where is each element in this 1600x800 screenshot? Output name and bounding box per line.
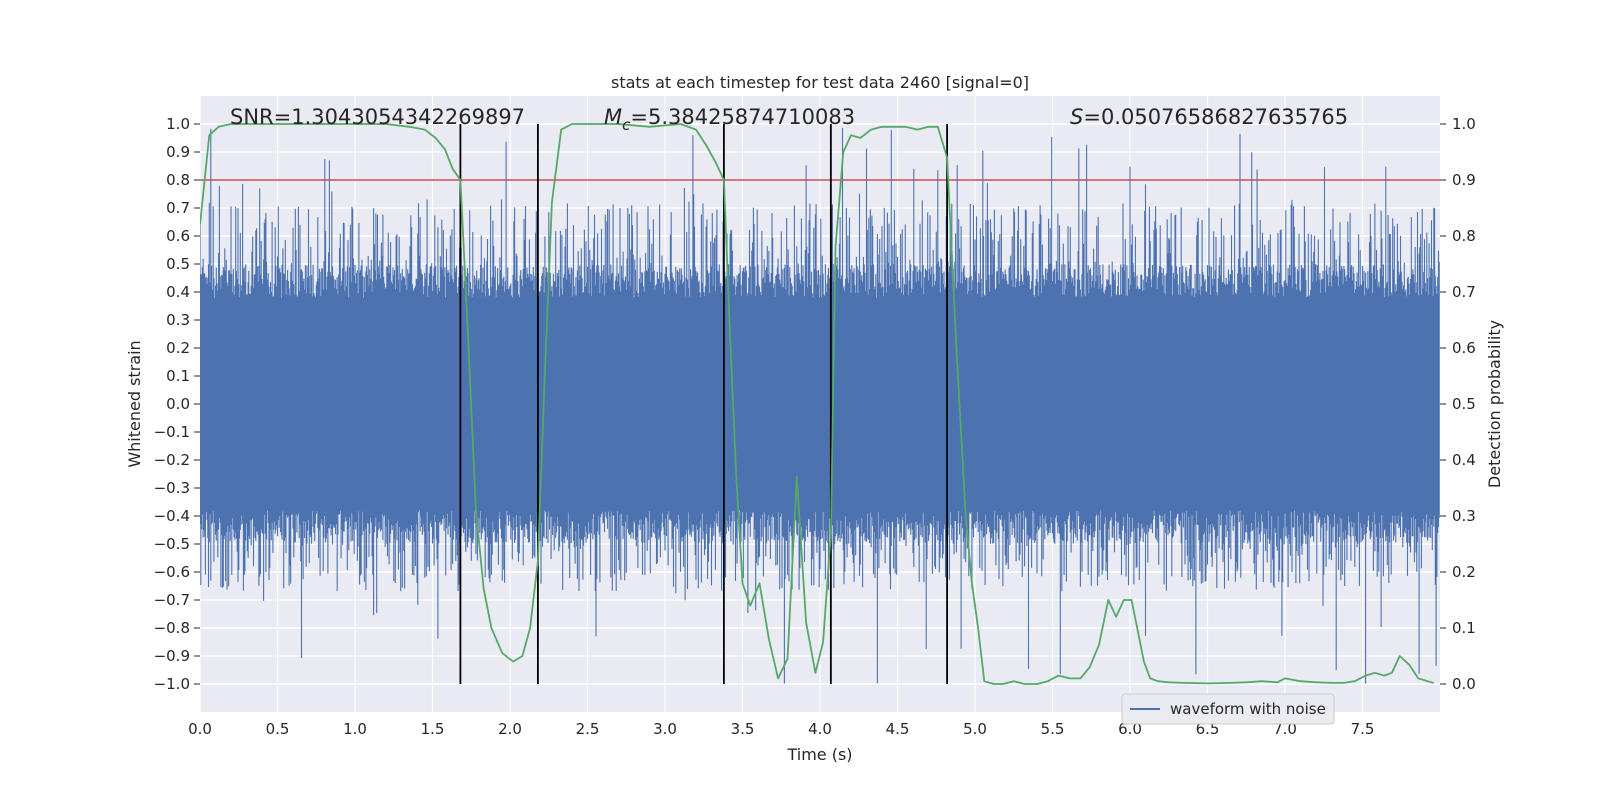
left-y-tick-label: 0.3 [166,311,190,329]
waveform-series [200,127,1440,684]
left-y-tick-label: −1.0 [154,675,190,693]
x-tick-label: 4.0 [808,720,832,738]
waveform-path [200,127,1440,684]
x-tick-label: 0.5 [266,720,290,738]
x-tick-label: 3.0 [653,720,677,738]
left-y-axis-label: Whitened strain [125,340,144,467]
right-y-axis-ticks: 1.0 0.9 0.8 0.7 0.6 0.5 0.4 0.3 0.2 0.1 0.0 [1440,115,1476,693]
left-y-tick-label: −0.7 [154,591,190,609]
right-y-tick-label: 0.0 [1452,675,1476,693]
left-y-tick-label: 0.5 [166,255,190,273]
right-y-tick-label: 0.3 [1452,507,1476,525]
left-y-tick-label: −0.1 [154,423,190,441]
x-tick-label: 7.5 [1351,720,1375,738]
right-y-tick-label: 0.6 [1452,339,1476,357]
right-y-tick-label: 0.2 [1452,563,1476,581]
right-y-tick-label: 0.9 [1452,171,1476,189]
right-y-tick-label: 0.1 [1452,619,1476,637]
chirp-mass-value: =5.38425874710083 [630,105,855,129]
statistic-annotation: S=0.05076586827635765 [1070,105,1348,129]
x-tick-label: 2.5 [576,720,600,738]
left-y-tick-label: 0.2 [166,339,190,357]
detection-probability-line [200,123,1435,685]
right-y-tick-label: 0.8 [1452,227,1476,245]
left-y-tick-label: −0.8 [154,619,190,637]
x-axis-ticks: 0.0 0.5 1.0 1.5 2.0 2.5 3.0 3.5 4.0 4.5 5.0 5.5 6.0 6… [188,720,1374,738]
chirp-mass-annotation: Mc=5.38425874710083 [604,105,855,134]
right-y-tick-label: 0.7 [1452,283,1476,301]
left-y-tick-label: 1.0 [166,115,190,133]
left-y-tick-label: 0.8 [166,171,190,189]
detection-probability-series [200,123,1435,685]
left-y-tick-label: −0.4 [154,507,190,525]
statistic-value: =0.05076586827635765 [1083,105,1348,129]
detection-boundaries [459,124,948,684]
left-y-tick-label: 0.0 [166,395,190,413]
x-tick-label: 1.0 [343,720,367,738]
legend: waveform with noise [1121,693,1335,725]
x-tick-label: 5.5 [1041,720,1065,738]
right-y-axis-label: Detection probability [1485,320,1504,488]
legend-label: waveform with noise [1170,700,1326,718]
right-y-tick-label: 1.0 [1452,115,1476,133]
left-y-tick-label: −0.6 [154,563,190,581]
x-tick-label: 4.5 [886,720,910,738]
statistic-symbol: S [1070,105,1083,129]
snr-annotation: SNR=1.3043054342269897 [230,105,525,129]
left-y-tick-label: 0.6 [166,227,190,245]
chirp-mass-symbol: M [604,105,622,129]
left-y-tick-label: −0.2 [154,451,190,469]
chirp-mass-subscript: c [622,116,631,134]
left-y-axis-ticks: 1.0 0.9 0.8 0.7 0.6 0.5 0.4 0.3 0.2 0.1 0.0 −0.1 −0.… [154,115,200,693]
right-y-tick-label: 0.4 [1452,451,1476,469]
left-y-tick-label: −0.9 [154,647,190,665]
x-tick-label: 5.0 [963,720,987,738]
x-tick-label: 3.5 [731,720,755,738]
left-y-tick-label: 0.1 [166,367,190,385]
chart-title: stats at each timestep for test data 246… [611,73,1029,92]
left-y-tick-label: 0.7 [166,199,190,217]
legend-box [1121,693,1335,725]
x-tick-label: 2.0 [498,720,522,738]
left-y-tick-label: −0.3 [154,479,190,497]
right-y-tick-label: 0.5 [1452,395,1476,413]
x-tick-label: 0.0 [188,720,212,738]
x-axis-label: Time (s) [786,745,852,764]
left-y-tick-label: 0.9 [166,143,190,161]
left-y-tick-label: −0.5 [154,535,190,553]
left-y-tick-label: 0.4 [166,283,190,301]
x-tick-label: 1.5 [421,720,445,738]
